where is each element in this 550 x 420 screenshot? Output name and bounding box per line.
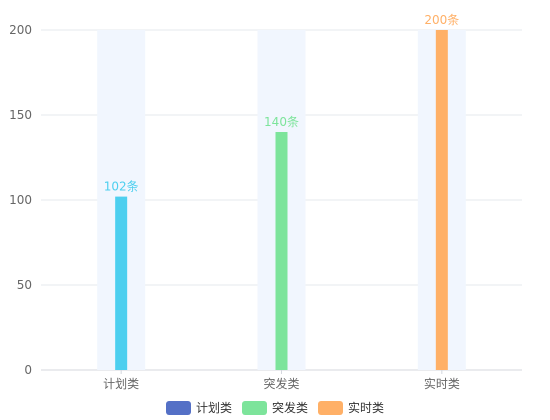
y-tick-label: 100	[9, 193, 32, 207]
legend-label: 计划类	[196, 401, 232, 415]
legend: 计划类 突发类 实时类	[166, 400, 384, 415]
axes: 0 50 100 150 200 计划类 突发类 实时类	[9, 23, 460, 391]
bar-2[interactable]	[275, 132, 288, 370]
legend-swatch	[242, 401, 267, 415]
x-category-label: 突发类	[263, 376, 299, 391]
bar-1[interactable]	[115, 196, 128, 370]
legend-item[interactable]: 突发类	[242, 400, 308, 415]
y-tick-label: 50	[17, 278, 32, 292]
legend-item[interactable]: 计划类	[166, 401, 232, 415]
legend-swatch	[318, 401, 343, 415]
data-label: 102条	[104, 180, 139, 194]
legend-label: 突发类	[272, 400, 308, 415]
x-category-label: 实时类	[424, 376, 460, 391]
legend-label: 实时类	[348, 400, 384, 415]
legend-item[interactable]: 实时类	[318, 400, 384, 415]
bars	[115, 30, 448, 370]
y-tick-label: 0	[24, 363, 32, 377]
x-category-label: 计划类	[103, 377, 139, 391]
bar-3[interactable]	[435, 30, 448, 370]
y-tick-label: 150	[9, 108, 32, 122]
y-tick-label: 200	[9, 23, 32, 37]
data-labels: 102条 140条 200条	[104, 13, 460, 194]
legend-swatch	[166, 401, 191, 415]
data-label: 200条	[424, 13, 459, 27]
data-label: 140条	[264, 115, 299, 129]
